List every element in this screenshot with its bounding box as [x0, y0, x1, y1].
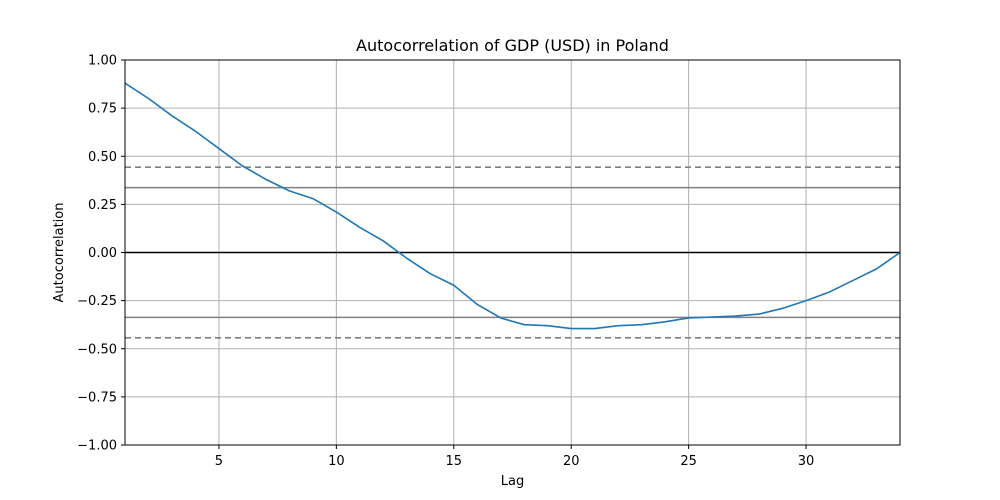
chart-title: Autocorrelation of GDP (USD) in Poland — [356, 36, 669, 55]
y-tick-label: 0.75 — [88, 102, 117, 117]
y-tick-label: 1.00 — [88, 54, 117, 69]
y-tick-label: −0.75 — [77, 390, 117, 405]
x-tick-label: 30 — [798, 454, 815, 469]
x-axis-label: Lag — [501, 474, 524, 489]
ticks: 5 10 15 20 25 30 −1.00 −0.75 −0.50 −0.25 0.00 0.25 0… — [77, 54, 814, 470]
y-tick-label: −0.25 — [77, 294, 117, 309]
autocorrelation-line — [124, 82, 901, 330]
y-tick-label: −1.00 — [77, 439, 117, 454]
y-tick-label: 0.00 — [88, 246, 117, 261]
x-tick-label: 20 — [563, 454, 580, 469]
x-tick-label: 5 — [215, 454, 223, 469]
y-tick-label: −0.50 — [77, 342, 117, 357]
x-tick-label: 10 — [328, 454, 345, 469]
y-tick-label: 0.25 — [88, 198, 117, 213]
x-tick-label: 25 — [680, 454, 697, 469]
y-axis-label: Autocorrelation — [52, 203, 67, 303]
series-layer — [124, 82, 901, 330]
y-tick-label: 0.50 — [88, 150, 117, 165]
reference-lines — [125, 166, 900, 339]
x-tick-label: 15 — [446, 454, 463, 469]
